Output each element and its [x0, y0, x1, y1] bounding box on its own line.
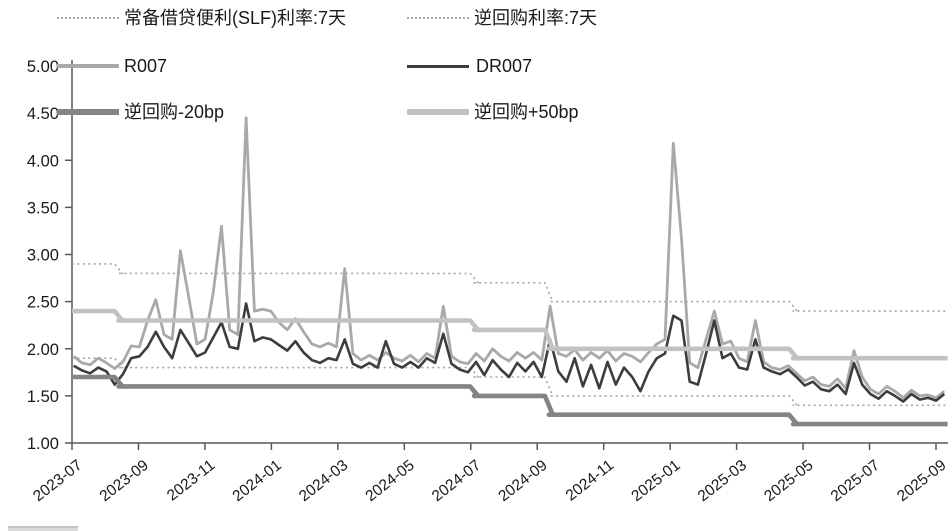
legend-item-omo-plus50: 逆回购+50bp [407, 102, 579, 122]
y-tick-label: 3.50 [27, 199, 59, 217]
legend-label-omo: 逆回购利率:7天 [474, 8, 598, 28]
y-tick-label: 1.00 [27, 435, 59, 453]
y-tick-label: 2.00 [27, 341, 59, 359]
y-tick-label: 4.00 [27, 152, 59, 170]
y-tick-label: 1.50 [27, 388, 59, 406]
legend-row-2: R007 DR007 [57, 56, 532, 76]
series-DR007 [73, 302, 946, 403]
legend-item-r007: R007 [57, 56, 407, 76]
x-tick-label: 2025-09 [894, 457, 949, 505]
legend-row-1: 常备借贷便利(SLF)利率:7天 逆回购利率:7天 [57, 8, 597, 28]
dr007-line-swatch [407, 64, 469, 68]
series-R007 [72, 116, 946, 400]
series-逆回购-20bp [72, 374, 948, 427]
legend-label-r007: R007 [124, 56, 168, 76]
omo-line-swatch [407, 17, 469, 19]
series-常备借贷便利(SLF)利率:7天 [72, 263, 948, 312]
omo-plus50-line-swatch [407, 109, 469, 115]
y-tick-label: 5.00 [27, 58, 59, 76]
x-tick-label: 2024-01 [230, 457, 285, 505]
y-tick-label: 2.50 [27, 294, 59, 312]
x-tick-label: 2024-09 [495, 457, 550, 505]
x-tick-label: 2024-11 [563, 457, 617, 505]
y-tick-label: 4.50 [27, 105, 59, 123]
legend-label-slf: 常备借贷便利(SLF)利率:7天 [124, 8, 347, 28]
legend-label-omo-plus50: 逆回购+50bp [474, 102, 579, 122]
x-tick-label: 2023-07 [30, 457, 85, 505]
x-tick-label: 2025-01 [628, 457, 683, 505]
legend-item-omo-minus20: 逆回购-20bp [57, 102, 407, 122]
x-tick-label: 2025-05 [761, 457, 816, 505]
legend-label-omo-minus20: 逆回购-20bp [124, 102, 225, 122]
legend-label-dr007: DR007 [476, 56, 533, 76]
x-tick-label: 2024-03 [296, 457, 351, 505]
x-tick-label: 2023-11 [164, 457, 218, 505]
partial-bottom-left-element [8, 526, 78, 531]
x-tick-label: 2025-03 [695, 457, 750, 505]
legend-item-dr007: DR007 [407, 56, 532, 76]
y-tick-label: 3.00 [27, 247, 59, 265]
x-tick-label: 2023-09 [97, 457, 152, 505]
series-逆回购+50bp [72, 308, 948, 361]
x-tick-label: 2024-07 [429, 457, 484, 505]
legend-item-omo: 逆回购利率:7天 [407, 8, 597, 28]
omo-minus20-line-swatch [57, 109, 119, 115]
slf-line-swatch [57, 17, 119, 19]
r007-line-swatch [57, 64, 119, 68]
legend-row-3: 逆回购-20bp 逆回购+50bp [57, 102, 579, 122]
x-tick-label: 2025-07 [828, 457, 883, 505]
legend-item-slf: 常备借贷便利(SLF)利率:7天 [57, 8, 407, 28]
series-逆回购利率:7天 [72, 357, 948, 407]
x-tick-label: 2024-05 [362, 457, 417, 505]
